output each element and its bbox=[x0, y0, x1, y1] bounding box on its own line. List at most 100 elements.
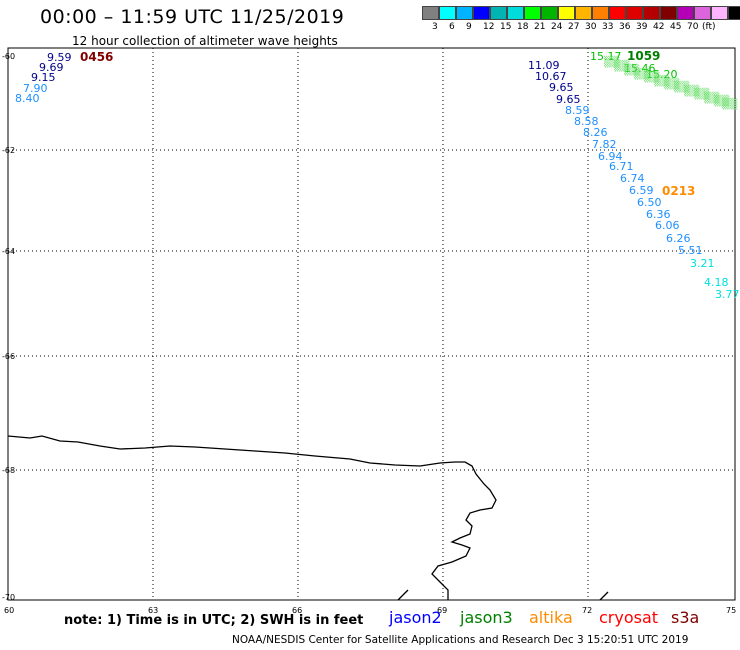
lat-label: -66 bbox=[2, 352, 16, 361]
legend-swatch bbox=[711, 6, 728, 20]
swh-value: 6.71 bbox=[609, 160, 634, 173]
lon-label: 69 bbox=[437, 606, 448, 615]
footer-credit: NOAA/NESDIS Center for Satellite Applica… bbox=[232, 634, 689, 646]
swh-value: 15.17 bbox=[590, 50, 622, 63]
grid-lines bbox=[8, 48, 735, 600]
legend-value: 21 bbox=[534, 22, 546, 32]
legend-swatch bbox=[694, 6, 711, 20]
satellite-legend-cryosat: cryosat bbox=[599, 608, 659, 627]
swh-value: 6.74 bbox=[620, 172, 645, 185]
legend-unit: (ft) bbox=[702, 22, 716, 32]
swh-value: 11.09 bbox=[528, 59, 560, 72]
lat-label: -68 bbox=[2, 466, 16, 475]
map-title: 00:00 – 11:59 UTC 11/25/2019 bbox=[40, 6, 345, 28]
swh-value: 9.69 bbox=[39, 61, 64, 74]
lon-label: 63 bbox=[148, 606, 159, 615]
legend-swatch bbox=[660, 6, 677, 20]
swh-value: 3.21 bbox=[690, 257, 715, 270]
lon-label: 75 bbox=[726, 606, 737, 615]
legend-swatch bbox=[524, 6, 541, 20]
legend-value: 6 bbox=[449, 22, 455, 32]
color-legend bbox=[422, 6, 740, 20]
legend-swatch bbox=[643, 6, 660, 20]
coastline bbox=[7, 435, 497, 600]
legend-swatch bbox=[609, 6, 626, 20]
swh-value: 9.65 bbox=[549, 81, 574, 94]
dense-track-mark: ▒▒ bbox=[604, 57, 620, 68]
swh-value: 8.26 bbox=[583, 126, 608, 139]
legend-swatch bbox=[507, 6, 524, 20]
track-time-label: 1059 bbox=[627, 49, 661, 63]
dense-track-mark: ▒▒ bbox=[614, 61, 630, 72]
legend-value: 33 bbox=[602, 22, 614, 32]
satellite-legend-jason2: jason2 bbox=[389, 608, 442, 627]
swh-value: 5.51 bbox=[678, 244, 703, 257]
dense-track-mark: ▒▒ bbox=[694, 89, 710, 100]
legend-value: 70 bbox=[687, 22, 699, 32]
swh-value: 9.15 bbox=[31, 71, 56, 84]
swh-value: 10.67 bbox=[535, 70, 567, 83]
swh-value: 7.82 bbox=[592, 138, 617, 151]
dense-track-mark: ▒▒ bbox=[704, 93, 720, 104]
legend-value: 42 bbox=[653, 22, 665, 32]
lat-label: -60 bbox=[2, 52, 16, 61]
map-frame bbox=[7, 47, 736, 601]
legend-swatch bbox=[558, 6, 575, 20]
legend-swatch bbox=[439, 6, 456, 20]
satellite-legend-jason3: jason3 bbox=[460, 608, 513, 627]
swh-value: 15.46 bbox=[624, 62, 656, 75]
legend-swatch bbox=[677, 6, 694, 20]
dense-track-mark: ▒▒ bbox=[664, 79, 680, 90]
swh-value: 4.18 bbox=[704, 276, 729, 289]
legend-swatch bbox=[592, 6, 609, 20]
swh-value: 15.20 bbox=[646, 68, 678, 81]
swh-value: 6.36 bbox=[646, 208, 671, 221]
swh-value: 6.26 bbox=[666, 232, 691, 245]
lat-label: -70 bbox=[2, 593, 16, 602]
map-subtitle: 12 hour collection of altimeter wave hei… bbox=[72, 34, 338, 48]
dense-track-mark: ▒▒ bbox=[624, 65, 640, 76]
dense-track-mark: ▒▒ bbox=[644, 72, 660, 83]
track-time-label: 0456 bbox=[80, 50, 114, 64]
legend-value: 18 bbox=[517, 22, 529, 32]
swh-value: 6.50 bbox=[637, 196, 662, 209]
swh-value: 6.94 bbox=[598, 150, 623, 163]
legend-value: 45 bbox=[670, 22, 682, 32]
swh-value: 8.59 bbox=[565, 104, 590, 117]
dense-track-mark: ▒▒ bbox=[714, 96, 730, 107]
legend-swatch bbox=[541, 6, 558, 20]
legend-swatch bbox=[728, 6, 740, 20]
swh-value: 3.77 bbox=[715, 288, 740, 301]
swh-value: 8.58 bbox=[574, 115, 599, 128]
legend-value: 27 bbox=[568, 22, 580, 32]
dense-track-mark: ▒▒ bbox=[684, 86, 700, 97]
lat-label: -62 bbox=[2, 146, 16, 155]
swh-value: 6.06 bbox=[655, 219, 680, 232]
coastline-east bbox=[599, 591, 609, 601]
dense-track-mark: ▒▒ bbox=[654, 76, 670, 87]
legend-swatch bbox=[422, 6, 439, 20]
track-time-label: 0213 bbox=[662, 184, 696, 198]
swh-value: 7.90 bbox=[23, 82, 48, 95]
satellite-legend-altika: altika bbox=[529, 608, 573, 627]
legend-swatch bbox=[456, 6, 473, 20]
lat-label: -64 bbox=[2, 247, 16, 256]
legend-swatch bbox=[575, 6, 592, 20]
legend-value: 15 bbox=[500, 22, 512, 32]
legend-value: 39 bbox=[636, 22, 648, 32]
swh-value: 9.65 bbox=[556, 93, 581, 106]
legend-value: 12 bbox=[483, 22, 495, 32]
note-text: note: 1) Time is in UTC; 2) SWH is in fe… bbox=[64, 613, 364, 628]
dense-track-mark: ▒▒ bbox=[722, 99, 738, 110]
legend-value: 36 bbox=[619, 22, 631, 32]
legend-swatch bbox=[473, 6, 490, 20]
legend-value: 30 bbox=[585, 22, 597, 32]
coastline-inlet bbox=[397, 589, 409, 601]
legend-swatch bbox=[490, 6, 507, 20]
lon-label: 66 bbox=[292, 606, 303, 615]
legend-value: 3 bbox=[432, 22, 438, 32]
legend-value: 24 bbox=[551, 22, 563, 32]
legend-value: 9 bbox=[466, 22, 472, 32]
lon-label: 72 bbox=[582, 606, 593, 615]
legend-swatch bbox=[626, 6, 643, 20]
